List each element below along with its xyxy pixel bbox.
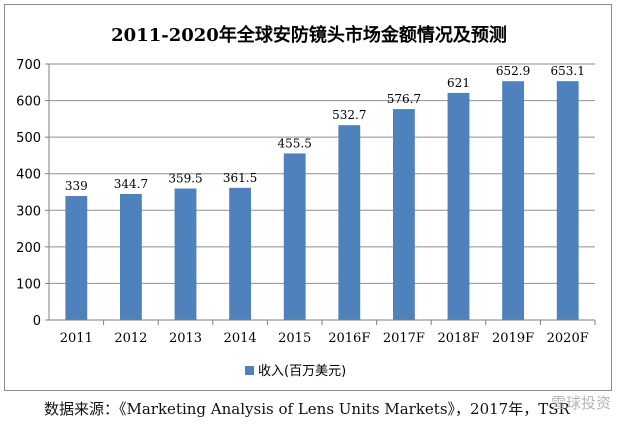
data-label: 361.5 (223, 171, 257, 185)
x-tick-label: 2013 (169, 331, 202, 346)
data-label: 621 (447, 76, 470, 90)
bar (502, 81, 525, 320)
bar (556, 81, 579, 320)
bar (338, 125, 361, 321)
bar (229, 187, 252, 320)
bar (174, 188, 197, 320)
bar-chart: 2011-2020年全球安防镜头市场金额情况及预测 339 344.7 359.5 3… (16, 24, 596, 379)
y-tick-label: 500 (16, 131, 41, 146)
x-tick-label: 2014 (224, 331, 257, 346)
y-tick-label: 600 (16, 95, 41, 110)
x-tick-label: 2015 (278, 331, 311, 346)
data-label: 576.7 (387, 92, 421, 106)
x-tick-label: 2016F (328, 331, 370, 346)
data-label: 532.7 (332, 108, 366, 122)
bar (447, 92, 470, 321)
x-tick-label: 2012 (114, 331, 147, 346)
x-tick-label: 2020F (547, 331, 589, 346)
chart-frame: 2011-2020年全球安防镜头市场金额情况及预测 339 344.7 359.5 3… (4, 4, 612, 391)
y-tick-label: 700 (16, 58, 41, 73)
chart-title: 2011-2020年全球安防镜头市场金额情况及预测 (111, 24, 507, 46)
data-label: 344.7 (114, 177, 148, 191)
data-label: 653.1 (551, 64, 585, 78)
source-note: 数据来源：《Marketing Analysis of Lens Units M… (44, 400, 570, 418)
x-tick-label: 2017F (383, 331, 425, 346)
y-tick-label: 300 (16, 204, 41, 219)
x-tick-label: 2019F (492, 331, 534, 346)
legend: 收入(百万美元) (245, 364, 346, 379)
data-label: 652.9 (496, 64, 530, 78)
watermark: 雪球投资 (550, 394, 611, 412)
bar (119, 193, 142, 320)
data-label: 359.5 (168, 172, 202, 186)
bar (65, 196, 88, 320)
bar (283, 153, 306, 320)
y-tick-label: 0 (33, 314, 41, 329)
y-tick-label: 100 (16, 277, 41, 292)
data-label: 455.5 (278, 136, 312, 150)
x-tick-label: 2018F (437, 331, 479, 346)
legend-label: 收入(百万美元) (258, 364, 346, 379)
y-tick-label: 200 (16, 241, 41, 256)
y-tick-label: 400 (16, 168, 41, 183)
data-label: 339 (65, 179, 88, 193)
x-tick-label: 2011 (60, 331, 93, 346)
bar (392, 109, 415, 320)
legend-swatch (245, 366, 254, 375)
